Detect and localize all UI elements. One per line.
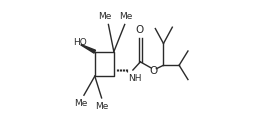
Text: Me: Me bbox=[119, 12, 132, 21]
Polygon shape bbox=[81, 45, 96, 53]
Text: Me: Me bbox=[96, 102, 109, 111]
Text: HO: HO bbox=[73, 38, 87, 47]
Text: O: O bbox=[150, 66, 158, 76]
Text: Me: Me bbox=[99, 12, 112, 21]
Text: O: O bbox=[136, 25, 144, 35]
Text: Me: Me bbox=[74, 99, 87, 108]
Text: NH: NH bbox=[128, 74, 141, 83]
